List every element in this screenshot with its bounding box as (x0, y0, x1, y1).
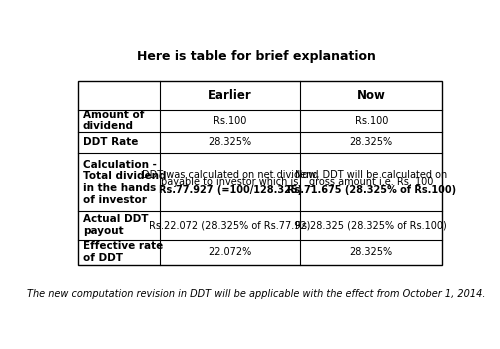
Text: 28.325%: 28.325% (208, 138, 252, 148)
Text: 28.325%: 28.325% (350, 247, 393, 257)
Text: Rs.28.325 (28.325% of Rs.100): Rs.28.325 (28.325% of Rs.100) (296, 220, 447, 230)
Text: Rs.100: Rs.100 (214, 116, 247, 126)
Text: The new computation revision in DDT will be applicable with the effect from Octo: The new computation revision in DDT will… (27, 289, 485, 299)
Text: 28.325%: 28.325% (350, 138, 393, 148)
Text: Here is table for brief explanation: Here is table for brief explanation (137, 50, 376, 63)
Text: Now, DDT will be calculated on: Now, DDT will be calculated on (295, 170, 448, 180)
Text: Calculation -
Total dividend
in the hands
of investor: Calculation - Total dividend in the hand… (82, 160, 166, 205)
Text: Effective rate
of DDT: Effective rate of DDT (82, 242, 163, 263)
Bar (78, 81, 442, 265)
Text: DDT Rate: DDT Rate (82, 138, 138, 148)
Text: DDT was calculated on net dividend: DDT was calculated on net dividend (142, 170, 318, 180)
Text: Rs.71.675 (28.325% of Rs.100): Rs.71.675 (28.325% of Rs.100) (286, 185, 456, 195)
Text: Rs.77.927 (=100/128.325): Rs.77.927 (=100/128.325) (158, 185, 302, 195)
Text: Now: Now (357, 89, 386, 102)
Text: gross amount i.e. Rs. 100: gross amount i.e. Rs. 100 (309, 177, 434, 187)
Text: Rs.22.072 (28.325% of Rs.77.92): Rs.22.072 (28.325% of Rs.77.92) (150, 220, 311, 230)
Text: Actual DDT
payout: Actual DDT payout (82, 214, 148, 236)
Text: Earlier: Earlier (208, 89, 252, 102)
Text: Rs.100: Rs.100 (354, 116, 388, 126)
Text: 22.072%: 22.072% (208, 247, 252, 257)
Text: payable to investor which is: payable to investor which is (162, 177, 299, 187)
Text: Amount of
dividend: Amount of dividend (82, 110, 144, 131)
